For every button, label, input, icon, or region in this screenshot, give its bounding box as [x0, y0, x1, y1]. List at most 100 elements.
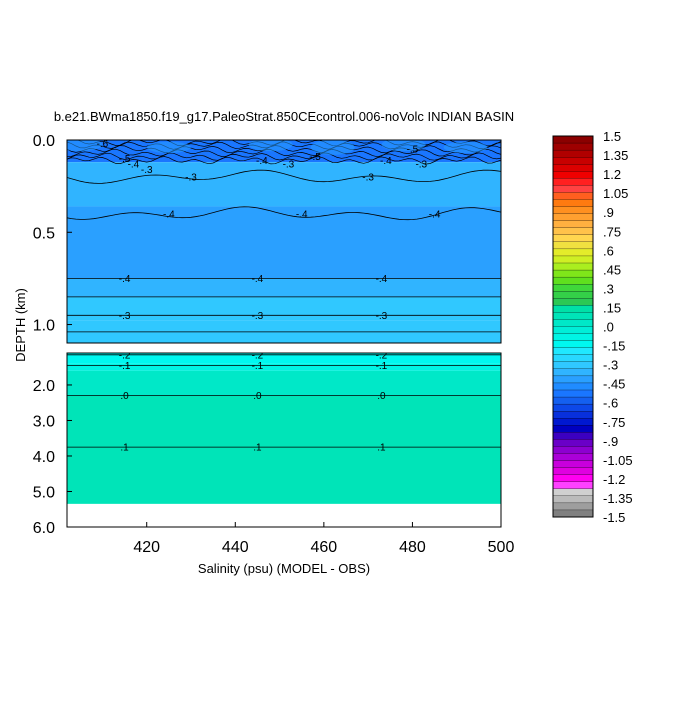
field-layer-7 — [67, 363, 501, 371]
colorbar-label: 1.05 — [603, 186, 628, 201]
colorbar-swatch — [552, 206, 594, 215]
colorbar-swatch — [552, 291, 594, 299]
lower-panel: -.2 -.2 -.2-.1 -.1 -.1.0.0.0.1.1.1 — [66, 350, 502, 528]
colorbar-label: 1.5 — [603, 129, 621, 144]
y-axis: 0.0 0.5 1.0 2.0 3.0 4.0 5.0 6.0 — [33, 133, 72, 537]
contour-4: -.3 -.3 -.3 — [67, 311, 501, 322]
field-layer-8 — [67, 370, 501, 396]
colorbar-swatch — [552, 425, 594, 433]
y-tick-label: 2.0 — [33, 378, 55, 395]
surface-contour-label: -.3 — [415, 159, 427, 170]
contour-6: -.2 -.2 -.2 — [67, 350, 501, 361]
colorbar-swatch — [552, 495, 594, 504]
colorbar-swatch — [552, 411, 594, 419]
contour-label: -.3 — [362, 172, 374, 183]
surface-contour-label: -.4 — [380, 156, 392, 167]
contour-line — [67, 169, 501, 184]
colorbar-swatch — [552, 375, 594, 384]
contour-8: .0 .0 .0 — [67, 391, 501, 402]
colorbar-swatch — [552, 284, 594, 292]
colorbar-swatch — [552, 269, 594, 278]
field-layer-3 — [67, 278, 501, 297]
surface-patch — [381, 140, 426, 152]
colorbar-swatch — [552, 178, 594, 186]
colorbar-swatch — [552, 192, 594, 200]
contour-label: -.4 — [296, 209, 308, 220]
colorbar-swatch — [552, 333, 594, 342]
colorbar-label: -.15 — [603, 339, 625, 354]
x-tick-label: 460 — [311, 539, 338, 556]
contour-label: .0 — [120, 391, 129, 402]
colorbar-swatch — [552, 312, 594, 320]
x-axis: 420 440 460 480 500 — [133, 522, 514, 556]
upper-panel-frame — [66, 139, 502, 344]
field-layer-4 — [67, 296, 501, 321]
x-tick-label: 420 — [133, 539, 160, 556]
lower-panel-frame — [66, 352, 502, 528]
surface-contour-label: -.6 — [97, 139, 109, 150]
colorbar-label: .9 — [603, 205, 614, 220]
surface-contour-label: -.5 — [407, 145, 419, 156]
contour-label: -.4 — [119, 274, 131, 285]
colorbar-swatch — [552, 509, 594, 518]
colorbar-swatch — [552, 481, 594, 490]
contour-label: -.4 — [252, 274, 264, 285]
contour-label: .1 — [253, 443, 262, 454]
colorbar-swatch — [552, 432, 594, 440]
colorbar-swatch — [552, 368, 594, 377]
x-axis-label: Salinity (psu) (MODEL - OBS) — [198, 561, 370, 576]
colorbar-swatch — [552, 220, 594, 229]
colorbar-swatch — [552, 467, 594, 476]
colorbar-label: .15 — [603, 300, 621, 315]
colorbar-label: .75 — [603, 224, 621, 239]
colorbar-swatch — [552, 227, 594, 236]
colorbar-swatch — [552, 396, 594, 405]
colorbar-swatch — [552, 460, 594, 469]
colorbar-swatch — [552, 389, 594, 398]
contour-9: .1 .1 .1 — [67, 443, 501, 454]
contour-0: -.3 -.3 — [67, 169, 501, 184]
colorbar-swatch — [552, 354, 594, 363]
contour-2: -.4 -.4 -.4 — [67, 274, 501, 285]
field-layer-1 — [67, 162, 501, 207]
colorbar-swatch — [552, 326, 594, 335]
colorbar-frame — [552, 135, 594, 518]
contour-label: -.1 — [119, 361, 131, 372]
surface-contour-label: -.4 — [128, 159, 140, 170]
contour-line — [67, 206, 501, 221]
surface-contour-label: -.5 — [119, 154, 131, 165]
colorbar-label: -.75 — [603, 415, 625, 430]
upper-panel: -.3 -.3-.4 -.4 -.4-.4 -.4 -.4-.3 -.3 -.3-.6-.5-… — [66, 139, 502, 344]
colorbar-swatch — [552, 446, 594, 454]
surface-band — [67, 140, 501, 165]
colorbar-label: -1.5 — [603, 510, 625, 525]
colorbar-swatch — [552, 213, 594, 222]
colorbar-label: .0 — [603, 320, 614, 335]
contour-label: -.4 — [163, 209, 175, 220]
y-tick-label: 0.5 — [33, 225, 55, 242]
colorbar-swatch — [552, 403, 594, 412]
colorbar-swatch — [552, 157, 594, 165]
surface-patch — [146, 141, 191, 154]
y-tick-label: 0.0 — [33, 133, 55, 150]
colorbar-label: -1.2 — [603, 472, 625, 487]
contour-label: -.3 — [376, 311, 388, 322]
colorbar-swatch — [552, 135, 594, 144]
contour-label: -.2 — [376, 350, 388, 361]
colorbar-label: .45 — [603, 262, 621, 277]
colorbar-swatch — [552, 439, 594, 447]
contour-label: -.4 — [376, 274, 388, 285]
x-tick-label: 480 — [399, 539, 426, 556]
surface-contour-line — [67, 156, 501, 165]
colorbar-swatch — [552, 164, 594, 172]
surface-contour-label: -.4 — [256, 156, 268, 167]
colorbar-swatch — [552, 347, 594, 356]
colorbar-swatch — [552, 298, 594, 306]
colorbar-label: -1.05 — [603, 453, 633, 468]
surface-contour-line — [67, 148, 501, 158]
colorbar-swatch — [552, 149, 594, 158]
surface-contour-label: -.3 — [141, 165, 153, 176]
colorbar-swatch — [552, 474, 594, 483]
colorbar-swatch — [552, 488, 594, 497]
